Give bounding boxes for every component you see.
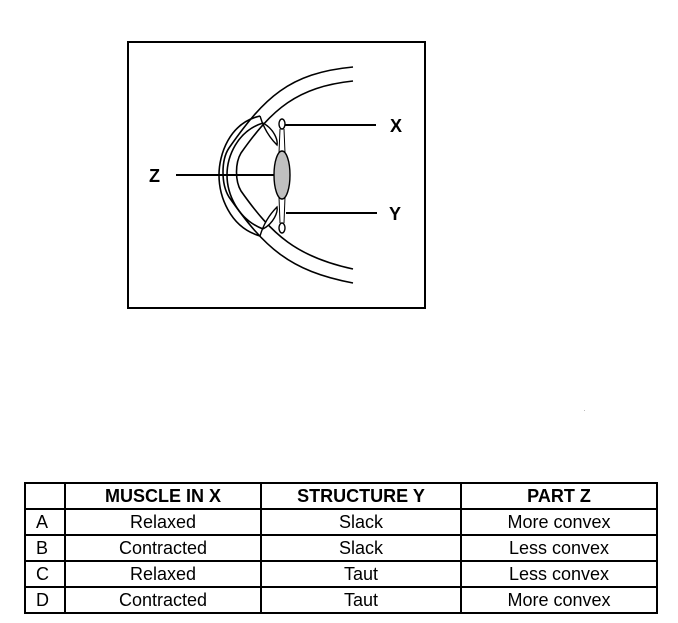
table-row: A Relaxed Slack More convex (24, 508, 658, 536)
structure-cell: Slack (260, 534, 462, 562)
option-letter: D (24, 586, 66, 614)
label-z: Z (149, 166, 160, 186)
ciliary-body-upper (278, 118, 286, 130)
ciliary-body-lower (278, 222, 286, 234)
sclera-outer (222, 66, 354, 284)
part-cell: Less convex (460, 534, 658, 562)
eye-drawing: X Y Z (149, 66, 402, 284)
table-header-row: MUSCLE IN X STRUCTURE Y PART Z (24, 482, 658, 510)
option-letter: B (24, 534, 66, 562)
part-cell: More convex (460, 508, 658, 536)
part-cell: Less convex (460, 560, 658, 588)
header-blank (24, 482, 66, 510)
header-muscle: MUSCLE IN X (64, 482, 262, 510)
suspensory-ligaments (278, 128, 286, 224)
iris-upper (259, 115, 278, 147)
table-row: C Relaxed Taut Less convex (24, 560, 658, 588)
muscle-cell: Relaxed (64, 560, 262, 588)
structure-cell: Taut (260, 560, 462, 588)
muscle-cell: Relaxed (64, 508, 262, 536)
muscle-cell: Contracted (64, 586, 262, 614)
muscle-cell: Contracted (64, 534, 262, 562)
option-letter: C (24, 560, 66, 588)
table-row: B Contracted Slack Less convex (24, 534, 658, 562)
stray-dot (584, 410, 585, 411)
option-letter: A (24, 508, 66, 536)
part-cell: More convex (460, 586, 658, 614)
structure-cell: Slack (260, 508, 462, 536)
header-part: PART Z (460, 482, 658, 510)
structure-cell: Taut (260, 586, 462, 614)
header-structure: STRUCTURE Y (260, 482, 462, 510)
eye-diagram: X Y Z (127, 41, 426, 309)
table-row: D Contracted Taut More convex (24, 586, 658, 614)
answer-table: MUSCLE IN X STRUCTURE Y PART Z A Relaxed… (24, 482, 658, 614)
iris-lower (259, 205, 278, 237)
label-x: X (390, 116, 402, 136)
lens (273, 150, 291, 200)
label-y: Y (389, 204, 401, 224)
